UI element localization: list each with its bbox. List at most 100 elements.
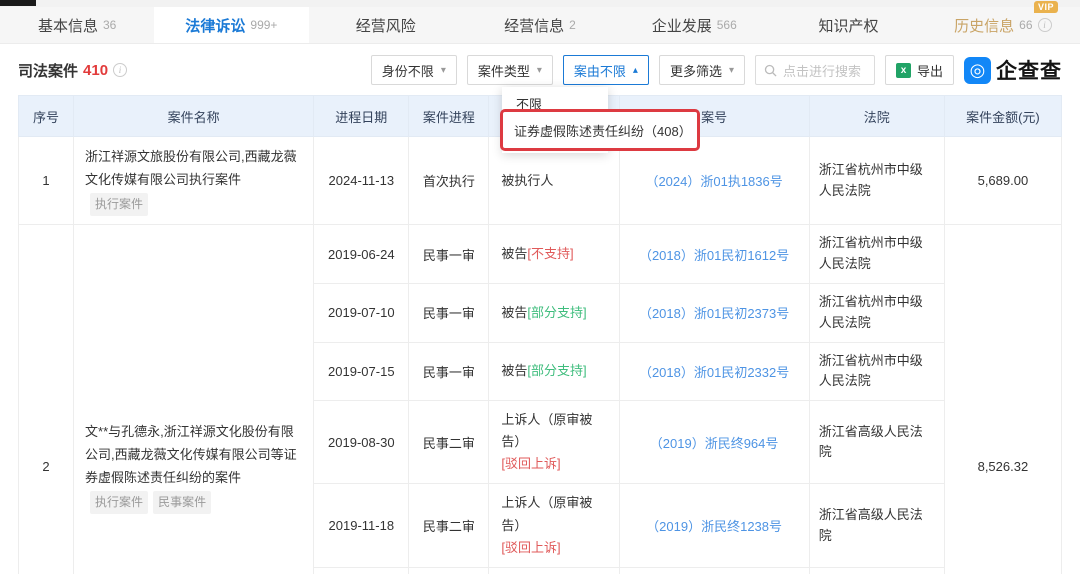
court-name: 浙江省杭州市中级人民法院 (808, 135, 945, 226)
filter-身份不限[interactable]: 身份不限 ▾ (370, 55, 457, 85)
case-number-cell: （2019）浙民终1378号 (618, 566, 810, 574)
section-count: 410 (83, 61, 109, 79)
proceeding-date: 2019-07-10 (313, 282, 410, 343)
table-row: 2019-07-15 民事一审 被告[部分支持] （2018）浙01民初2332号 浙江… (19, 341, 1062, 402)
top-strip (0, 0, 1080, 7)
search-icon (764, 64, 777, 77)
case-number-cell: （2019）浙民终964号 (618, 400, 810, 485)
case-number-link[interactable]: （2018）浙01民初2332号 (638, 364, 790, 380)
tab-label: 历史信息 (954, 17, 1015, 35)
table-row: 2019-07-10 民事一审 被告[部分支持] （2018）浙01民初2373号 浙江… (19, 282, 1062, 343)
proceeding-date: 2019-08-30 (313, 400, 410, 485)
info-icon[interactable]: i (1037, 18, 1052, 32)
tab-label: 经营信息 (504, 17, 565, 35)
chevron-down-icon: ▾ (728, 64, 734, 76)
tab-基本信息[interactable]: 基本信息 36 (0, 7, 154, 43)
tab-法律诉讼[interactable]: 法律诉讼 999+ (154, 7, 309, 43)
export-label: 导出 (916, 63, 943, 79)
search-placeholder: 点击进行搜索 (782, 63, 861, 79)
court-name: 浙江省杭州市中级人民法院 (808, 282, 945, 343)
tab-知识产权[interactable]: 知识产权 (771, 7, 925, 43)
court-name: 浙江省高级人民法院 (808, 400, 945, 485)
proceeding-stage: 首次执行 (408, 135, 490, 226)
case-number-link[interactable]: （2024）浙01执1836号 (645, 174, 783, 190)
judgment-result: [不支持] (527, 246, 574, 262)
judgment-result: [部分支持] (527, 304, 587, 320)
info-icon[interactable]: i (113, 63, 128, 77)
filter-label: 案由不限 (573, 63, 626, 79)
party-role: 上诉人（原审被告）[驳回上诉] (488, 400, 620, 485)
case-number-cell: （2019）浙民终1238号 (618, 483, 810, 568)
tab-count: 2 (569, 18, 576, 32)
tab-企业发展[interactable]: 企业发展 566 (617, 7, 771, 43)
case-amount: 8,526.32 (943, 224, 1063, 574)
filter-更多筛选[interactable]: 更多筛选 ▾ (658, 55, 745, 85)
table-row: 2 文**与孔德永,浙江祥源文化股份有限公司,西藏龙薇文化传媒有限公司等证券虚假陈… (17, 224, 1063, 574)
dropdown-item-不限[interactable]: 不限 (516, 97, 543, 112)
filter-案件类型[interactable]: 案件类型 ▾ (466, 55, 553, 85)
col-header: 进程日期 (313, 95, 410, 137)
case-number-link[interactable]: （2018）浙01民初2373号 (638, 306, 790, 322)
proceeding-date: 2019-11-18 (313, 566, 410, 574)
brand-name: 企查查 (996, 60, 1062, 83)
case-amount: 5,689.00 (943, 135, 1063, 226)
court-name: 浙江省杭州市中级人民法院 (808, 341, 945, 402)
case-number-link[interactable]: （2019）浙民终1238号 (646, 519, 783, 535)
proceeding-stage: 民事一审 (408, 341, 490, 402)
tab-经营风险[interactable]: 经营风险 (309, 7, 463, 43)
col-header: 案件进程 (408, 95, 490, 137)
court-name: 浙江省高级人民法院 (808, 483, 945, 568)
filter-label: 更多筛选 (669, 63, 722, 79)
case-number-link[interactable]: （2019）浙民终964号 (649, 435, 779, 451)
excel-icon: x (895, 62, 911, 78)
case-name: 文**与孔德永,浙江祥源文化股份有限公司,西藏龙薇文化传媒有限公司等证券虚假陈述… (73, 224, 315, 574)
toolbar-actions: 身份不限 ▾ 案件类型 ▾ 案由不限 ▴ 更多筛选 ▾ 点击进行搜索 x 导出 ◎ 企查查 (370, 55, 1062, 85)
filter-label: 身份不限 (381, 63, 434, 79)
judgment-result: [驳回上诉] (501, 456, 561, 472)
judgment-result: [驳回上诉] (501, 539, 561, 555)
filter-案由不限[interactable]: 案由不限 ▴ (562, 55, 649, 85)
filter-group: 身份不限 ▾ 案件类型 ▾ 案由不限 ▴ 更多筛选 ▾ (370, 55, 745, 85)
tab-bar: 基本信息 36 法律诉讼 999+ 经营风险 经营信息 2 企业发展 566 知识产权 VIP 历史信… (0, 1, 1080, 44)
brand-logo[interactable]: ◎ 企查查 (964, 55, 1062, 85)
proceeding-stage: 民事二审 (408, 566, 490, 574)
tab-历史信息[interactable]: VIP 历史信息 66 i (926, 1, 1080, 43)
tab-label: 企业发展 (651, 17, 712, 35)
judgment-result: [部分支持] (527, 363, 587, 379)
proceeding-date: 2019-06-24 (313, 224, 410, 284)
table-row: 2019-11-18民事二审上诉人（原审被告）[驳回上诉]（2019）浙民终13… (19, 566, 1062, 574)
section-header: 司法案件 410 i (18, 60, 128, 81)
export-button[interactable]: x 导出 (884, 55, 954, 85)
proceeding-date: 2019-07-15 (313, 341, 410, 402)
col-header: 案件金额(元) (943, 95, 1063, 137)
dropdown-item-securities-dispute[interactable]: 证券虚假陈述责任纠纷（408） (500, 109, 700, 151)
case-index: 2 (17, 224, 75, 574)
tab-经营信息[interactable]: 经营信息 2 (463, 7, 617, 43)
case-number-cell: （2018）浙01民初2373号 (618, 282, 810, 343)
proceeding-stage: 民事一审 (408, 282, 490, 343)
tab-label: 基本信息 (37, 17, 98, 35)
col-header: 法院 (808, 95, 945, 137)
case-index: 1 (17, 135, 75, 226)
proceeding-stage: 民事二审 (408, 483, 490, 568)
proceeding-stage: 民事一审 (408, 224, 490, 284)
tab-label: 经营风险 (355, 17, 416, 35)
proceeding-date: 2019-11-18 (313, 483, 410, 568)
party-role: 上诉人（原审被告）[驳回上诉] (488, 483, 620, 568)
search-input[interactable]: 点击进行搜索 (754, 55, 875, 85)
col-header: 序号 (17, 95, 75, 137)
qichacha-icon: ◎ (964, 56, 991, 84)
case-number-link[interactable]: （2018）浙01民初1612号 (638, 247, 790, 263)
chevron-up-icon: ▴ (632, 64, 638, 76)
proceeding-date: 2024-11-13 (313, 135, 410, 226)
chevron-down-icon: ▾ (536, 64, 542, 76)
tab-count: 66 (1019, 18, 1033, 32)
case-tag: 执行案件 (90, 490, 149, 515)
case-tag: 执行案件 (90, 192, 149, 217)
tab-count: 999+ (250, 18, 278, 32)
tab-count: 36 (102, 18, 117, 32)
party-role: 被告[部分支持] (488, 282, 620, 343)
court-name: 浙江省杭州市中级人民法院 (808, 224, 945, 284)
filter-label: 案件类型 (477, 63, 530, 79)
table-row: 1 浙江祥源文旅股份有限公司,西藏龙薇文化传媒有限公司执行案件执行案件 2024-1… (17, 135, 1063, 226)
